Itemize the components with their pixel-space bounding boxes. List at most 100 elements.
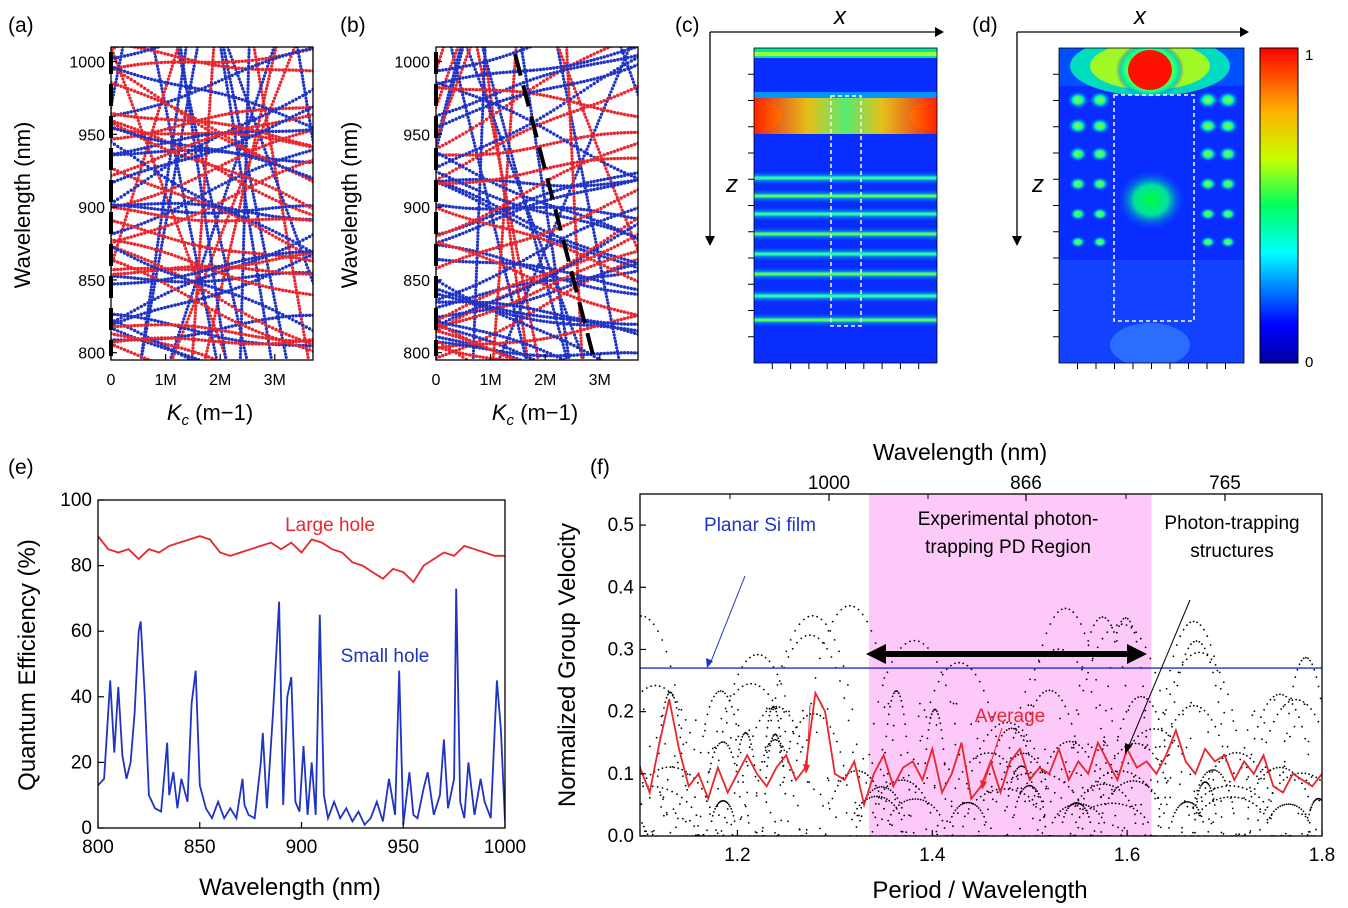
band-point xyxy=(230,304,234,309)
band-point xyxy=(347,356,350,359)
band-point xyxy=(222,275,226,279)
band-point xyxy=(468,122,472,126)
band-point xyxy=(185,320,189,324)
band-curve xyxy=(111,205,313,223)
band-point xyxy=(210,211,214,215)
band-point xyxy=(143,49,147,53)
band-curve xyxy=(111,125,313,180)
band-point xyxy=(169,201,174,206)
band-point xyxy=(304,160,308,165)
band-point xyxy=(178,176,182,180)
band-point xyxy=(319,186,322,189)
band-point xyxy=(196,332,201,336)
band-point xyxy=(257,222,261,226)
band-point xyxy=(240,215,244,219)
band-point xyxy=(122,222,127,226)
band-point xyxy=(321,196,324,199)
band-point xyxy=(136,233,140,237)
band-point xyxy=(126,53,130,57)
band-point xyxy=(146,145,150,149)
band-point xyxy=(295,295,300,299)
band-point xyxy=(237,145,241,149)
band-point xyxy=(227,112,231,116)
band-point xyxy=(294,272,298,276)
band-point xyxy=(297,204,302,208)
band-point xyxy=(180,346,184,350)
band-point xyxy=(146,136,150,140)
band-point xyxy=(96,170,99,173)
band-point xyxy=(270,233,275,237)
band-point xyxy=(169,343,174,348)
band-point xyxy=(501,183,505,187)
band-point xyxy=(264,151,268,155)
band-point xyxy=(116,248,120,252)
band-point xyxy=(180,84,184,88)
band-point xyxy=(247,100,251,104)
band-point xyxy=(153,138,157,142)
band-point xyxy=(294,204,298,208)
band-point xyxy=(268,7,271,10)
band-point xyxy=(186,253,190,257)
band-point xyxy=(220,205,224,210)
band-point xyxy=(227,325,231,329)
band-point xyxy=(176,280,180,284)
band-point xyxy=(233,331,238,335)
band-point xyxy=(281,169,285,174)
band-point xyxy=(217,130,221,134)
band-point xyxy=(254,274,258,278)
band-point xyxy=(143,277,147,281)
band-point xyxy=(231,119,235,123)
band-point xyxy=(206,162,211,166)
band-point xyxy=(139,47,143,50)
band-point xyxy=(217,292,221,296)
band-point xyxy=(122,135,127,140)
band-point xyxy=(257,207,261,212)
band-point xyxy=(163,163,167,167)
band-point xyxy=(196,244,201,248)
band-point xyxy=(217,296,221,301)
band-point xyxy=(169,141,174,145)
band-point xyxy=(254,205,258,209)
band-point xyxy=(196,218,201,223)
band-point xyxy=(99,298,102,301)
band-point xyxy=(116,197,120,201)
band-point xyxy=(257,146,261,150)
band-point xyxy=(274,123,278,127)
panel-b-tag: (b) xyxy=(340,14,366,37)
band-point xyxy=(247,380,250,383)
band-point xyxy=(514,247,519,251)
band-point xyxy=(250,274,255,279)
band-point xyxy=(173,97,177,102)
band-point xyxy=(281,74,285,78)
band-point xyxy=(190,197,194,201)
band-point xyxy=(112,246,117,250)
band-point xyxy=(163,269,167,274)
band-point xyxy=(230,249,234,253)
panel-d-tag: (d) xyxy=(972,14,998,37)
band-point xyxy=(210,336,214,340)
band-point xyxy=(169,336,174,340)
band-point xyxy=(304,203,308,207)
band-point xyxy=(277,189,281,193)
band-point xyxy=(499,170,503,174)
band-point xyxy=(163,201,167,206)
band-point xyxy=(629,74,633,78)
band-point xyxy=(153,308,157,312)
band-point xyxy=(223,112,228,117)
band-point xyxy=(174,163,178,167)
band-point xyxy=(171,211,175,215)
band-point xyxy=(304,48,308,52)
band-point xyxy=(129,324,133,328)
band-point xyxy=(294,153,298,157)
band-point xyxy=(129,52,133,57)
band-point xyxy=(98,164,101,167)
band-point xyxy=(190,132,194,136)
band-point xyxy=(119,316,123,320)
band-point xyxy=(156,103,160,107)
band-point xyxy=(297,163,302,167)
band-point xyxy=(298,58,302,62)
band-point xyxy=(281,239,285,243)
band-point xyxy=(467,119,471,123)
band-point xyxy=(258,288,262,292)
band-point xyxy=(175,48,179,52)
